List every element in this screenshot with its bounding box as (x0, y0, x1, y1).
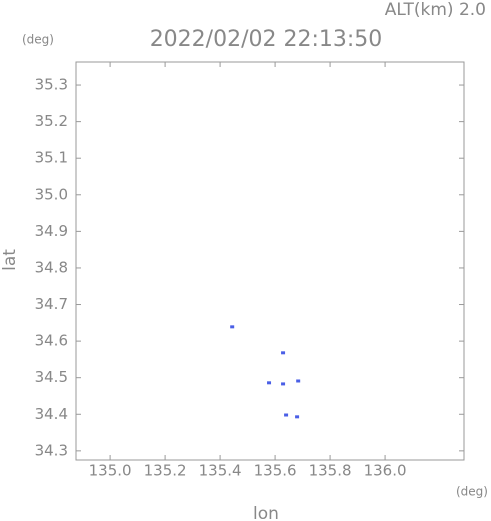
x-tick-label: 135.0 (89, 462, 132, 480)
echo-point (230, 325, 235, 329)
echo-point (281, 382, 286, 386)
echo-point (295, 415, 300, 419)
y-tick-label: 35.3 (35, 76, 68, 94)
y-tick-label: 34.6 (35, 332, 68, 350)
echo-point (296, 379, 301, 383)
echo-point (284, 413, 289, 417)
echo-point (267, 381, 272, 385)
x-tick-label: 135.2 (144, 462, 187, 480)
y-axis-label: lat (0, 249, 20, 271)
x-axis-label: lon (253, 504, 279, 521)
y-unit: (deg) (22, 33, 54, 47)
y-tick-label: 35.0 (35, 185, 68, 203)
y-tick-label: 34.9 (35, 222, 68, 240)
y-tick-label: 34.3 (35, 441, 68, 459)
x-unit: (deg) (456, 485, 488, 499)
y-tick-label: 34.5 (35, 368, 68, 386)
chart-title: 2022/02/02 22:13:50 (150, 27, 383, 52)
x-tick-label: 135.8 (309, 462, 352, 480)
x-tick-label: 135.4 (199, 462, 242, 480)
echo-point (281, 351, 286, 355)
y-tick-label: 34.7 (35, 295, 68, 313)
altitude-label: ALT(km) 2.0 (385, 0, 486, 20)
y-tick-label: 35.1 (35, 149, 68, 167)
y-tick-label: 35.2 (35, 112, 68, 130)
y-tick-label: 34.8 (35, 258, 68, 276)
x-tick-label: 135.6 (254, 462, 297, 480)
y-tick-label: 34.4 (35, 405, 68, 423)
x-tick-label: 136.0 (364, 462, 407, 480)
plot-frame (75, 61, 465, 461)
